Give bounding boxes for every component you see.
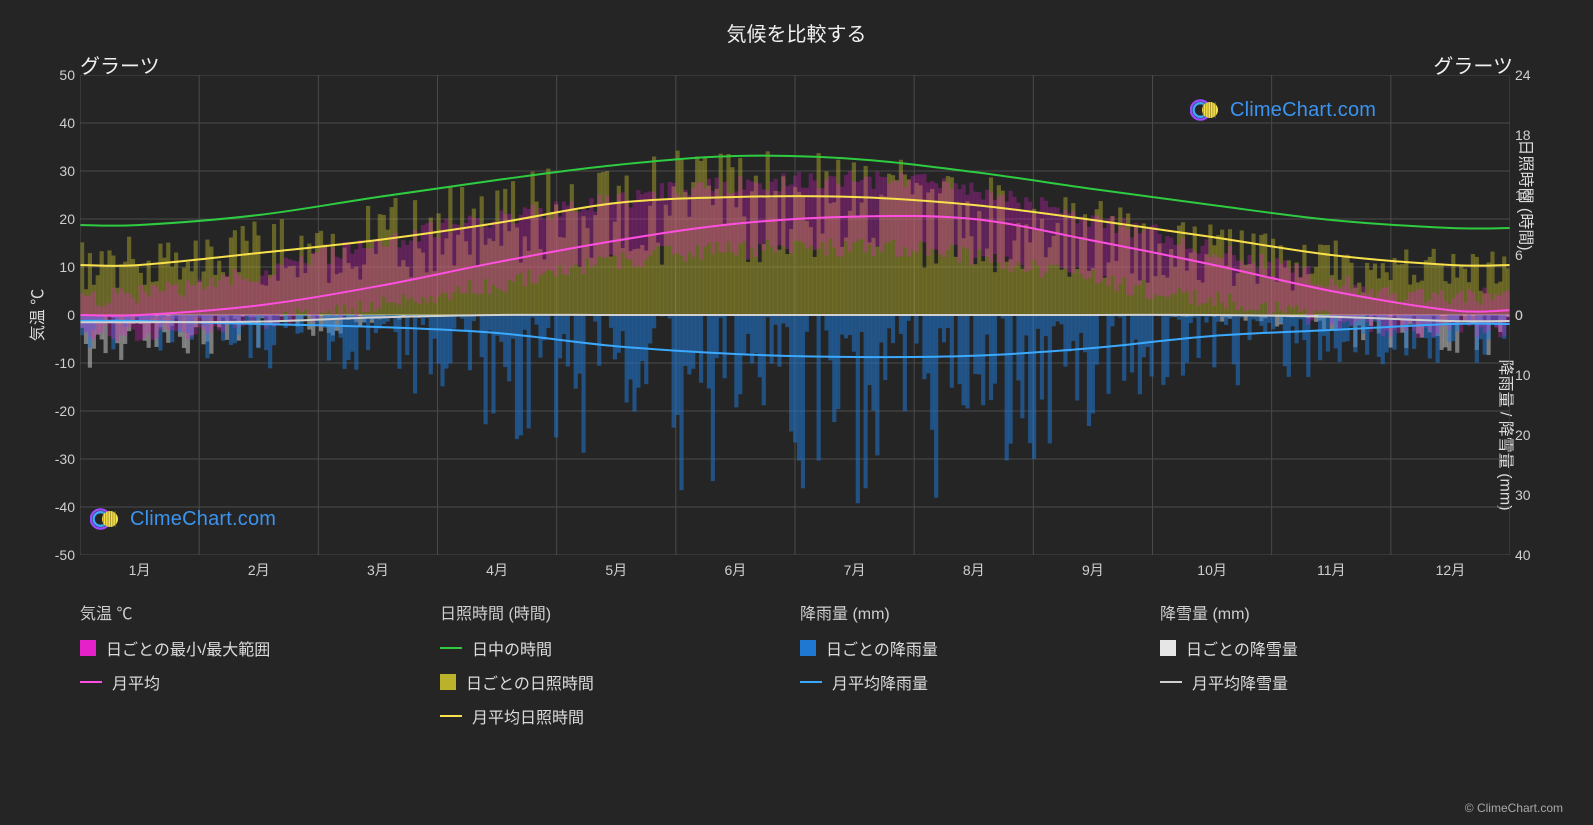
legend-item: 日ごとの最小/最大範囲 [80,636,380,660]
y-tick-left: 40 [59,115,75,131]
y-ticks-right-precip: 010203040 [1515,315,1545,555]
y-tick-left: -40 [55,499,75,515]
legend-item: 月平均日照時間 [440,704,740,728]
watermark-text: ClimeChart.com [1230,99,1376,122]
legend-swatch-block [1160,640,1176,656]
y-ticks-left: 50403020100-10-20-30-40-50 [40,75,75,555]
x-tick-month: 7月 [844,560,866,580]
climechart-logo-icon [1190,96,1222,124]
y-tick-left: -50 [55,547,75,563]
plot-svg [80,75,1510,555]
y-tick-left: 30 [59,163,75,179]
legend-label: 日ごとの降雪量 [1186,636,1298,660]
x-tick-month: 4月 [486,560,508,580]
x-tick-month: 2月 [248,560,270,580]
legend-label: 日ごとの最小/最大範囲 [106,636,270,660]
y-tick-left: -30 [55,451,75,467]
legend-label: 月平均降雨量 [832,670,928,694]
y-tick-sun: 12 [1515,187,1531,203]
legend-item: 月平均 [80,670,380,694]
climechart-logo-icon [90,505,122,533]
climate-chart-root: 気候を比較する グラーツ グラーツ 気温 ℃ 日照時間 (時間) 降雨量 / 降… [0,0,1593,825]
y-tick-left: 10 [59,259,75,275]
legend-label: 月平均日照時間 [472,704,584,728]
legend-label: 日ごとの降雨量 [826,636,938,660]
x-tick-month: 12月 [1436,560,1466,580]
chart-title: 気候を比較する [0,18,1593,47]
legend-swatch-line [1160,681,1182,683]
y-tick-precip: 0 [1515,307,1523,323]
y-tick-precip: 10 [1515,367,1531,383]
attribution: © ClimeChart.com [1465,801,1563,815]
legend-group: 気温 ℃ 日ごとの最小/最大範囲月平均 [80,600,380,728]
x-tick-month: 5月 [605,560,627,580]
legend-item: 月平均降雪量 [1160,670,1460,694]
x-tick-month: 6月 [725,560,747,580]
x-tick-month: 11月 [1317,560,1346,580]
x-ticks-months: 1月 2月 3月 4月 5月 6月 7月 8月 9月 10月 11月 12月 [80,560,1510,580]
watermark: ClimeChart.com [90,505,276,533]
y-tick-left: 50 [59,67,75,83]
legend-swatch-block [80,640,96,656]
legend-heading: 気温 ℃ [80,600,380,624]
x-tick-month: 10月 [1197,560,1227,580]
legend-swatch-line [440,715,462,717]
legend-swatch-block [800,640,816,656]
y-ticks-right-sun: 24181260 [1515,75,1545,315]
x-tick-month: 8月 [963,560,985,580]
legend-label: 日中の時間 [472,636,552,660]
y-tick-left: 20 [59,211,75,227]
legend-swatch-line [440,647,462,649]
legend-swatch-block [440,674,456,690]
legend-item: 月平均降雨量 [800,670,1100,694]
y-tick-left: -10 [55,355,75,371]
legend-item: 日ごとの降雪量 [1160,636,1460,660]
legend-item: 日ごとの日照時間 [440,670,740,694]
legend-group: 降雨量 (mm) 日ごとの降雨量月平均降雨量 [800,600,1100,728]
legend-heading: 日照時間 (時間) [440,600,740,624]
y-tick-precip: 40 [1515,547,1531,563]
x-tick-month: 9月 [1082,560,1104,580]
legend-label: 月平均 [112,670,160,694]
watermark-text: ClimeChart.com [130,508,276,531]
legend-heading: 降雨量 (mm) [800,600,1100,624]
legend-group: 降雪量 (mm) 日ごとの降雪量月平均降雪量 [1160,600,1460,728]
watermark: ClimeChart.com [1190,96,1376,124]
x-tick-month: 3月 [367,560,389,580]
plot-area [80,75,1510,555]
legend-item: 日ごとの降雨量 [800,636,1100,660]
y-tick-left: 0 [67,307,75,323]
legend-swatch-line [80,681,102,683]
y-tick-sun: 6 [1515,247,1523,263]
legend: 気温 ℃ 日ごとの最小/最大範囲月平均 日照時間 (時間) 日中の時間日ごとの日照時間… [80,600,1460,728]
y-tick-sun: 18 [1515,127,1531,143]
y-tick-precip: 20 [1515,427,1531,443]
legend-group: 日照時間 (時間) 日中の時間日ごとの日照時間月平均日照時間 [440,600,740,728]
x-tick-month: 1月 [129,560,151,580]
legend-label: 月平均降雪量 [1192,670,1288,694]
legend-label: 日ごとの日照時間 [466,670,594,694]
legend-item: 日中の時間 [440,636,740,660]
y-tick-precip: 30 [1515,487,1531,503]
legend-swatch-line [800,681,822,683]
legend-heading: 降雪量 (mm) [1160,600,1460,624]
y-tick-sun: 24 [1515,67,1531,83]
y-tick-left: -20 [55,403,75,419]
